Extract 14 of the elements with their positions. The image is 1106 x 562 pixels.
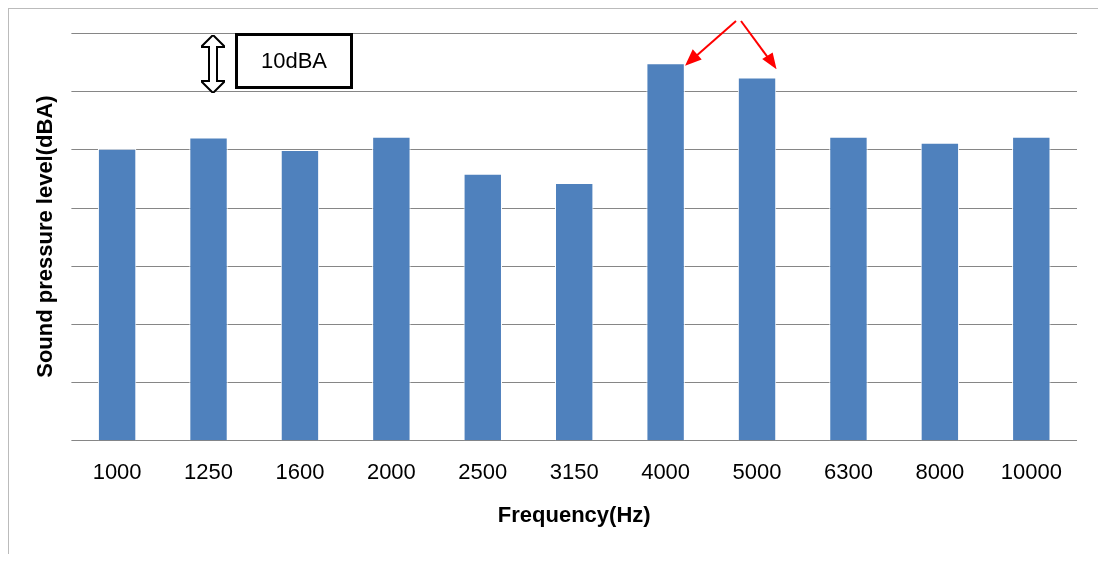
- y-axis-title: Sound pressure level(dBA): [32, 95, 58, 378]
- x-tick-label: 5000: [732, 459, 782, 485]
- x-axis-title: Frequency(Hz): [497, 501, 651, 527]
- x-tick-label: 10000: [1000, 459, 1062, 485]
- x-tick-label: 1250: [184, 459, 233, 485]
- x-tick-label: 2000: [366, 459, 416, 485]
- annotation: 10dBA: [235, 33, 353, 89]
- x-tick-label: 2500: [458, 459, 508, 485]
- x-tick-label: 3150: [549, 459, 599, 485]
- x-tick-label: 1000: [92, 459, 142, 485]
- x-tick-label: 6300: [823, 459, 873, 485]
- x-tick-label: 4000: [641, 459, 691, 485]
- x-tick-label: 8000: [915, 459, 965, 485]
- x-tick-label: 1600: [275, 459, 325, 485]
